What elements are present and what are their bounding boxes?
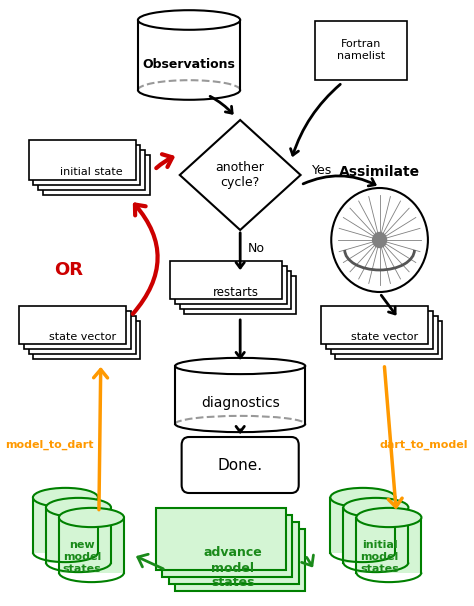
Circle shape: [373, 233, 387, 247]
Bar: [19, 306, 127, 344]
Ellipse shape: [138, 10, 240, 30]
Text: Fortran
namelist: Fortran namelist: [337, 39, 385, 61]
Circle shape: [331, 188, 428, 292]
Text: diagnostics: diagnostics: [201, 396, 280, 410]
Bar: [331, 316, 438, 354]
Text: Done.: Done.: [218, 458, 263, 473]
Bar: [138, 20, 240, 90]
Text: initial state: initial state: [60, 167, 123, 177]
Ellipse shape: [59, 508, 124, 527]
Text: model_to_dart: model_to_dart: [5, 440, 94, 450]
Bar: [356, 518, 421, 573]
Text: new
model
states: new model states: [63, 541, 101, 574]
Bar: [43, 155, 150, 195]
Bar: [33, 498, 98, 553]
Text: advance
model
states: advance model states: [203, 547, 262, 590]
Text: state vector: state vector: [351, 332, 418, 342]
Text: OR: OR: [54, 261, 83, 279]
Bar: [175, 529, 305, 591]
Ellipse shape: [175, 358, 305, 374]
Bar: [184, 276, 296, 314]
Text: initial
model
states: initial model states: [360, 541, 399, 574]
FancyBboxPatch shape: [182, 437, 299, 493]
Text: state vector: state vector: [49, 332, 116, 342]
Ellipse shape: [330, 488, 395, 507]
Bar: [29, 140, 136, 180]
FancyBboxPatch shape: [315, 21, 407, 79]
Bar: [175, 266, 287, 304]
Bar: [24, 311, 131, 349]
Bar: [59, 518, 124, 573]
Bar: [343, 507, 409, 562]
Bar: [33, 321, 140, 359]
Text: Yes: Yes: [312, 164, 332, 176]
Polygon shape: [180, 120, 301, 230]
Bar: [33, 145, 140, 185]
Bar: [336, 321, 442, 359]
Bar: [169, 522, 299, 584]
Text: another
cycle?: another cycle?: [216, 161, 264, 189]
Bar: [162, 515, 292, 577]
Ellipse shape: [46, 498, 111, 517]
Ellipse shape: [343, 498, 409, 517]
Text: dart_to_model: dart_to_model: [380, 440, 468, 450]
Bar: [180, 271, 292, 309]
Bar: [175, 366, 305, 424]
Bar: [171, 261, 282, 299]
Bar: [330, 498, 395, 553]
Bar: [326, 311, 433, 349]
Text: Assimilate: Assimilate: [339, 165, 420, 179]
Bar: [46, 507, 111, 562]
Bar: [29, 316, 136, 354]
Ellipse shape: [33, 488, 98, 507]
Bar: [38, 150, 145, 190]
Ellipse shape: [356, 508, 421, 527]
Text: restarts: restarts: [212, 285, 258, 299]
Bar: [321, 306, 428, 344]
Text: Observations: Observations: [143, 59, 236, 72]
Bar: [155, 508, 286, 570]
Text: No: No: [247, 242, 264, 255]
